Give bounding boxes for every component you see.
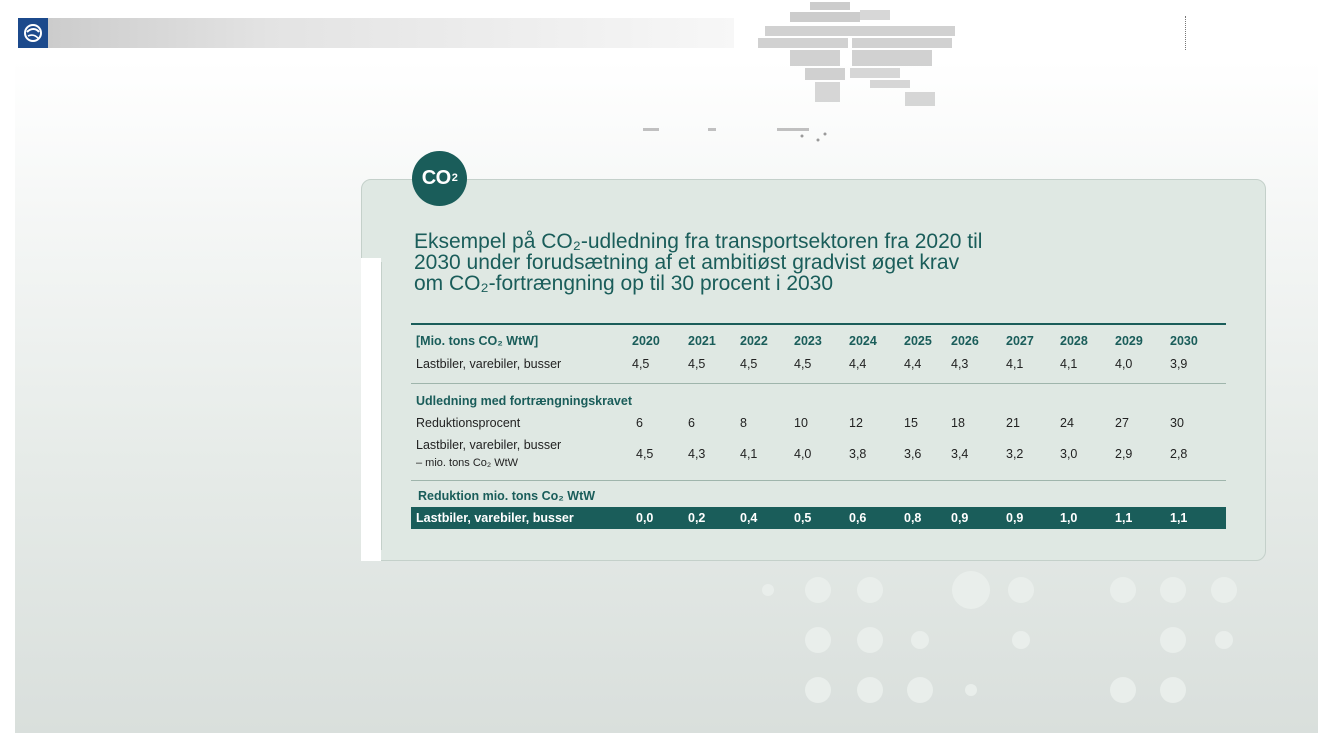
table-cell: 6 — [636, 416, 643, 430]
year-header: 2028 — [1060, 334, 1088, 348]
table-cell: 4,5 — [636, 447, 654, 461]
year-header: 2030 — [1170, 334, 1198, 348]
table-cell: 4,3 — [688, 447, 706, 461]
emissions-table: [Mio. tons CO₂ WtW] 2020 2021 2022 2023 … — [411, 325, 1226, 529]
table-cell: 0,5 — [794, 507, 849, 529]
co2-badge-subscript: 2 — [451, 171, 458, 184]
section-heading-row: Udledning med fortrængningskravet — [411, 384, 1226, 412]
table-cell: 4,4 — [849, 357, 867, 371]
table-cell: 0,9 — [951, 507, 1006, 529]
table-cell: 1,0 — [1060, 507, 1115, 529]
table-cell: 18 — [951, 416, 965, 430]
table-cell: 30 — [1170, 416, 1184, 430]
co2-badge: CO 2 — [412, 151, 467, 206]
spacer-row — [411, 375, 1226, 384]
section-heading: Reduktion mio. tons Co₂ WtW — [418, 489, 596, 503]
table-cell: 3,9 — [1170, 357, 1188, 371]
table-cell: 4,5 — [688, 357, 706, 371]
table-cell: 0,4 — [740, 507, 794, 529]
year-header: 2027 — [1006, 334, 1034, 348]
header-bar — [18, 18, 734, 48]
section-heading-row: Reduktion mio. tons Co₂ WtW — [411, 481, 1226, 507]
table-cell: 1,1 — [1170, 507, 1226, 529]
table-cell: 0,8 — [904, 507, 951, 529]
table-row-with-requirement: Lastbiler, varebiler, busser – mio. tons… — [411, 434, 1226, 474]
table-cell: 4,5 — [740, 357, 758, 371]
emissions-table-container: [Mio. tons CO₂ WtW] 2020 2021 2022 2023 … — [411, 323, 1226, 529]
table-cell: 24 — [1060, 416, 1074, 430]
title-line-2: 2030 under forudsætning af et ambitiøst … — [414, 251, 960, 274]
table-cell: 0,6 — [849, 507, 904, 529]
table-cell: 0,9 — [1006, 507, 1060, 529]
section-heading: Udledning med fortrængningskravet — [416, 394, 632, 408]
table-cell: 4,0 — [794, 447, 812, 461]
table-cell: 21 — [1006, 416, 1020, 430]
title-line-3: om CO₂-fortrængning op til 30 procent i … — [414, 272, 834, 295]
world-map-dots-graphic — [643, 2, 955, 142]
table-cell: 0,2 — [688, 507, 740, 529]
co2-badge-text: CO — [421, 167, 452, 189]
decorative-dots-graphic — [762, 571, 1237, 703]
year-header: 2029 — [1115, 334, 1143, 348]
year-header: 2025 — [904, 334, 932, 348]
table-row-reduction-highlight: Lastbiler, varebiler, busser 0,0 0,2 0,4… — [411, 507, 1226, 529]
card-title: Eksempel på CO₂-udledning fra transports… — [414, 231, 1094, 294]
table-cell: 3,4 — [951, 447, 969, 461]
table-cell: 4,1 — [1006, 357, 1024, 371]
table-cell: 4,1 — [1060, 357, 1078, 371]
table-cell: 3,2 — [1006, 447, 1024, 461]
divider-line — [1185, 16, 1186, 50]
table-separator — [411, 383, 1226, 384]
year-header: 2026 — [951, 334, 979, 348]
table-cell: 4,0 — [1115, 357, 1133, 371]
table-cell: 3,6 — [904, 447, 922, 461]
row-label: Lastbiler, varebiler, busser – mio. tons… — [411, 434, 632, 474]
table-cell: 3,8 — [849, 447, 867, 461]
table-header-row: [Mio. tons CO₂ WtW] 2020 2021 2022 2023 … — [411, 325, 1226, 353]
table-cell: 3,0 — [1060, 447, 1078, 461]
table-cell: 2,8 — [1170, 447, 1188, 461]
table-cell: 12 — [849, 416, 863, 430]
card-notch-border — [381, 262, 382, 550]
row-label-line-2: – mio. tons Co₂ WtW — [416, 456, 519, 469]
year-header: 2023 — [794, 334, 822, 348]
year-header: 2021 — [688, 334, 716, 348]
table-cell: 1,1 — [1115, 507, 1170, 529]
table-cell: 4,5 — [794, 357, 812, 371]
year-header: 2024 — [849, 334, 877, 348]
table-top-rule — [411, 323, 1226, 325]
table-cell: 10 — [794, 416, 808, 430]
table-cell: 2,9 — [1115, 447, 1133, 461]
table-cell: 8 — [740, 416, 747, 430]
row-label: Lastbiler, varebiler, busser — [416, 357, 562, 371]
table-cell: 4,4 — [904, 357, 922, 371]
title-line-1: Eksempel på CO₂-udledning fra transports… — [414, 230, 983, 253]
row-label: Reduktionsprocent — [416, 416, 521, 430]
table-cell: 4,3 — [951, 357, 969, 371]
table-cell: 15 — [904, 416, 918, 430]
row-label-line-1: Lastbiler, varebiler, busser — [416, 437, 562, 452]
unit-label: [Mio. tons CO₂ WtW] — [416, 334, 539, 348]
table-cell: 4,1 — [740, 447, 758, 461]
card-notch — [361, 258, 381, 561]
table-cell: 4,5 — [632, 357, 650, 371]
row-label: Lastbiler, varebiler, busser — [411, 507, 632, 529]
year-header: 2022 — [740, 334, 768, 348]
table-row-baseline: Lastbiler, varebiler, busser 4,5 4,5 4,5… — [411, 353, 1226, 375]
table-cell: 27 — [1115, 416, 1129, 430]
table-cell: 6 — [688, 416, 695, 430]
table-separator — [411, 480, 1226, 481]
logo-icon — [18, 18, 48, 48]
info-card — [361, 179, 1266, 561]
table-cell: 0,0 — [632, 507, 688, 529]
table-row-percent: Reduktionsprocent 6 6 8 10 12 15 18 21 2… — [411, 412, 1226, 434]
year-header: 2020 — [632, 334, 660, 348]
